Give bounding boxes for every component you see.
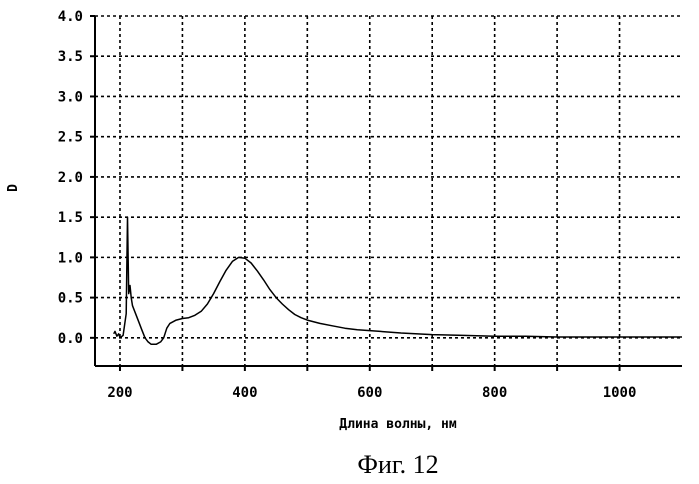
y-tick-label: 2.5	[58, 130, 83, 146]
y-tick-label: 1.5	[58, 210, 83, 226]
y-tick-label: 3.5	[58, 49, 83, 65]
axes	[90, 16, 682, 371]
x-tick-label: 200	[107, 385, 132, 401]
spectrum-line	[114, 217, 682, 344]
x-tick-label: 600	[357, 385, 382, 401]
grid	[95, 16, 682, 366]
y-tick-label: 0.5	[58, 291, 83, 307]
x-tick-label: 1000	[603, 385, 637, 401]
y-tick-label: 0.0	[58, 331, 83, 347]
y-tick-label: 3.0	[58, 89, 83, 105]
x-axis-label: Длина волны, нм	[339, 417, 457, 432]
tick-labels: 0.0 0.5 1.0 1.5 2.0 2.5 3.0 3.5 4.0 200 400 600 800 1…	[58, 9, 637, 401]
y-tick-label: 4.0	[58, 9, 83, 25]
y-tick-label: 2.0	[58, 170, 83, 186]
y-axis-label: D	[6, 184, 21, 192]
x-tick-label: 400	[232, 385, 257, 401]
series	[114, 217, 682, 344]
y-tick-label: 1.0	[58, 250, 83, 266]
x-tick-label: 800	[482, 385, 507, 401]
figure-caption: Фиг. 12	[357, 450, 438, 479]
